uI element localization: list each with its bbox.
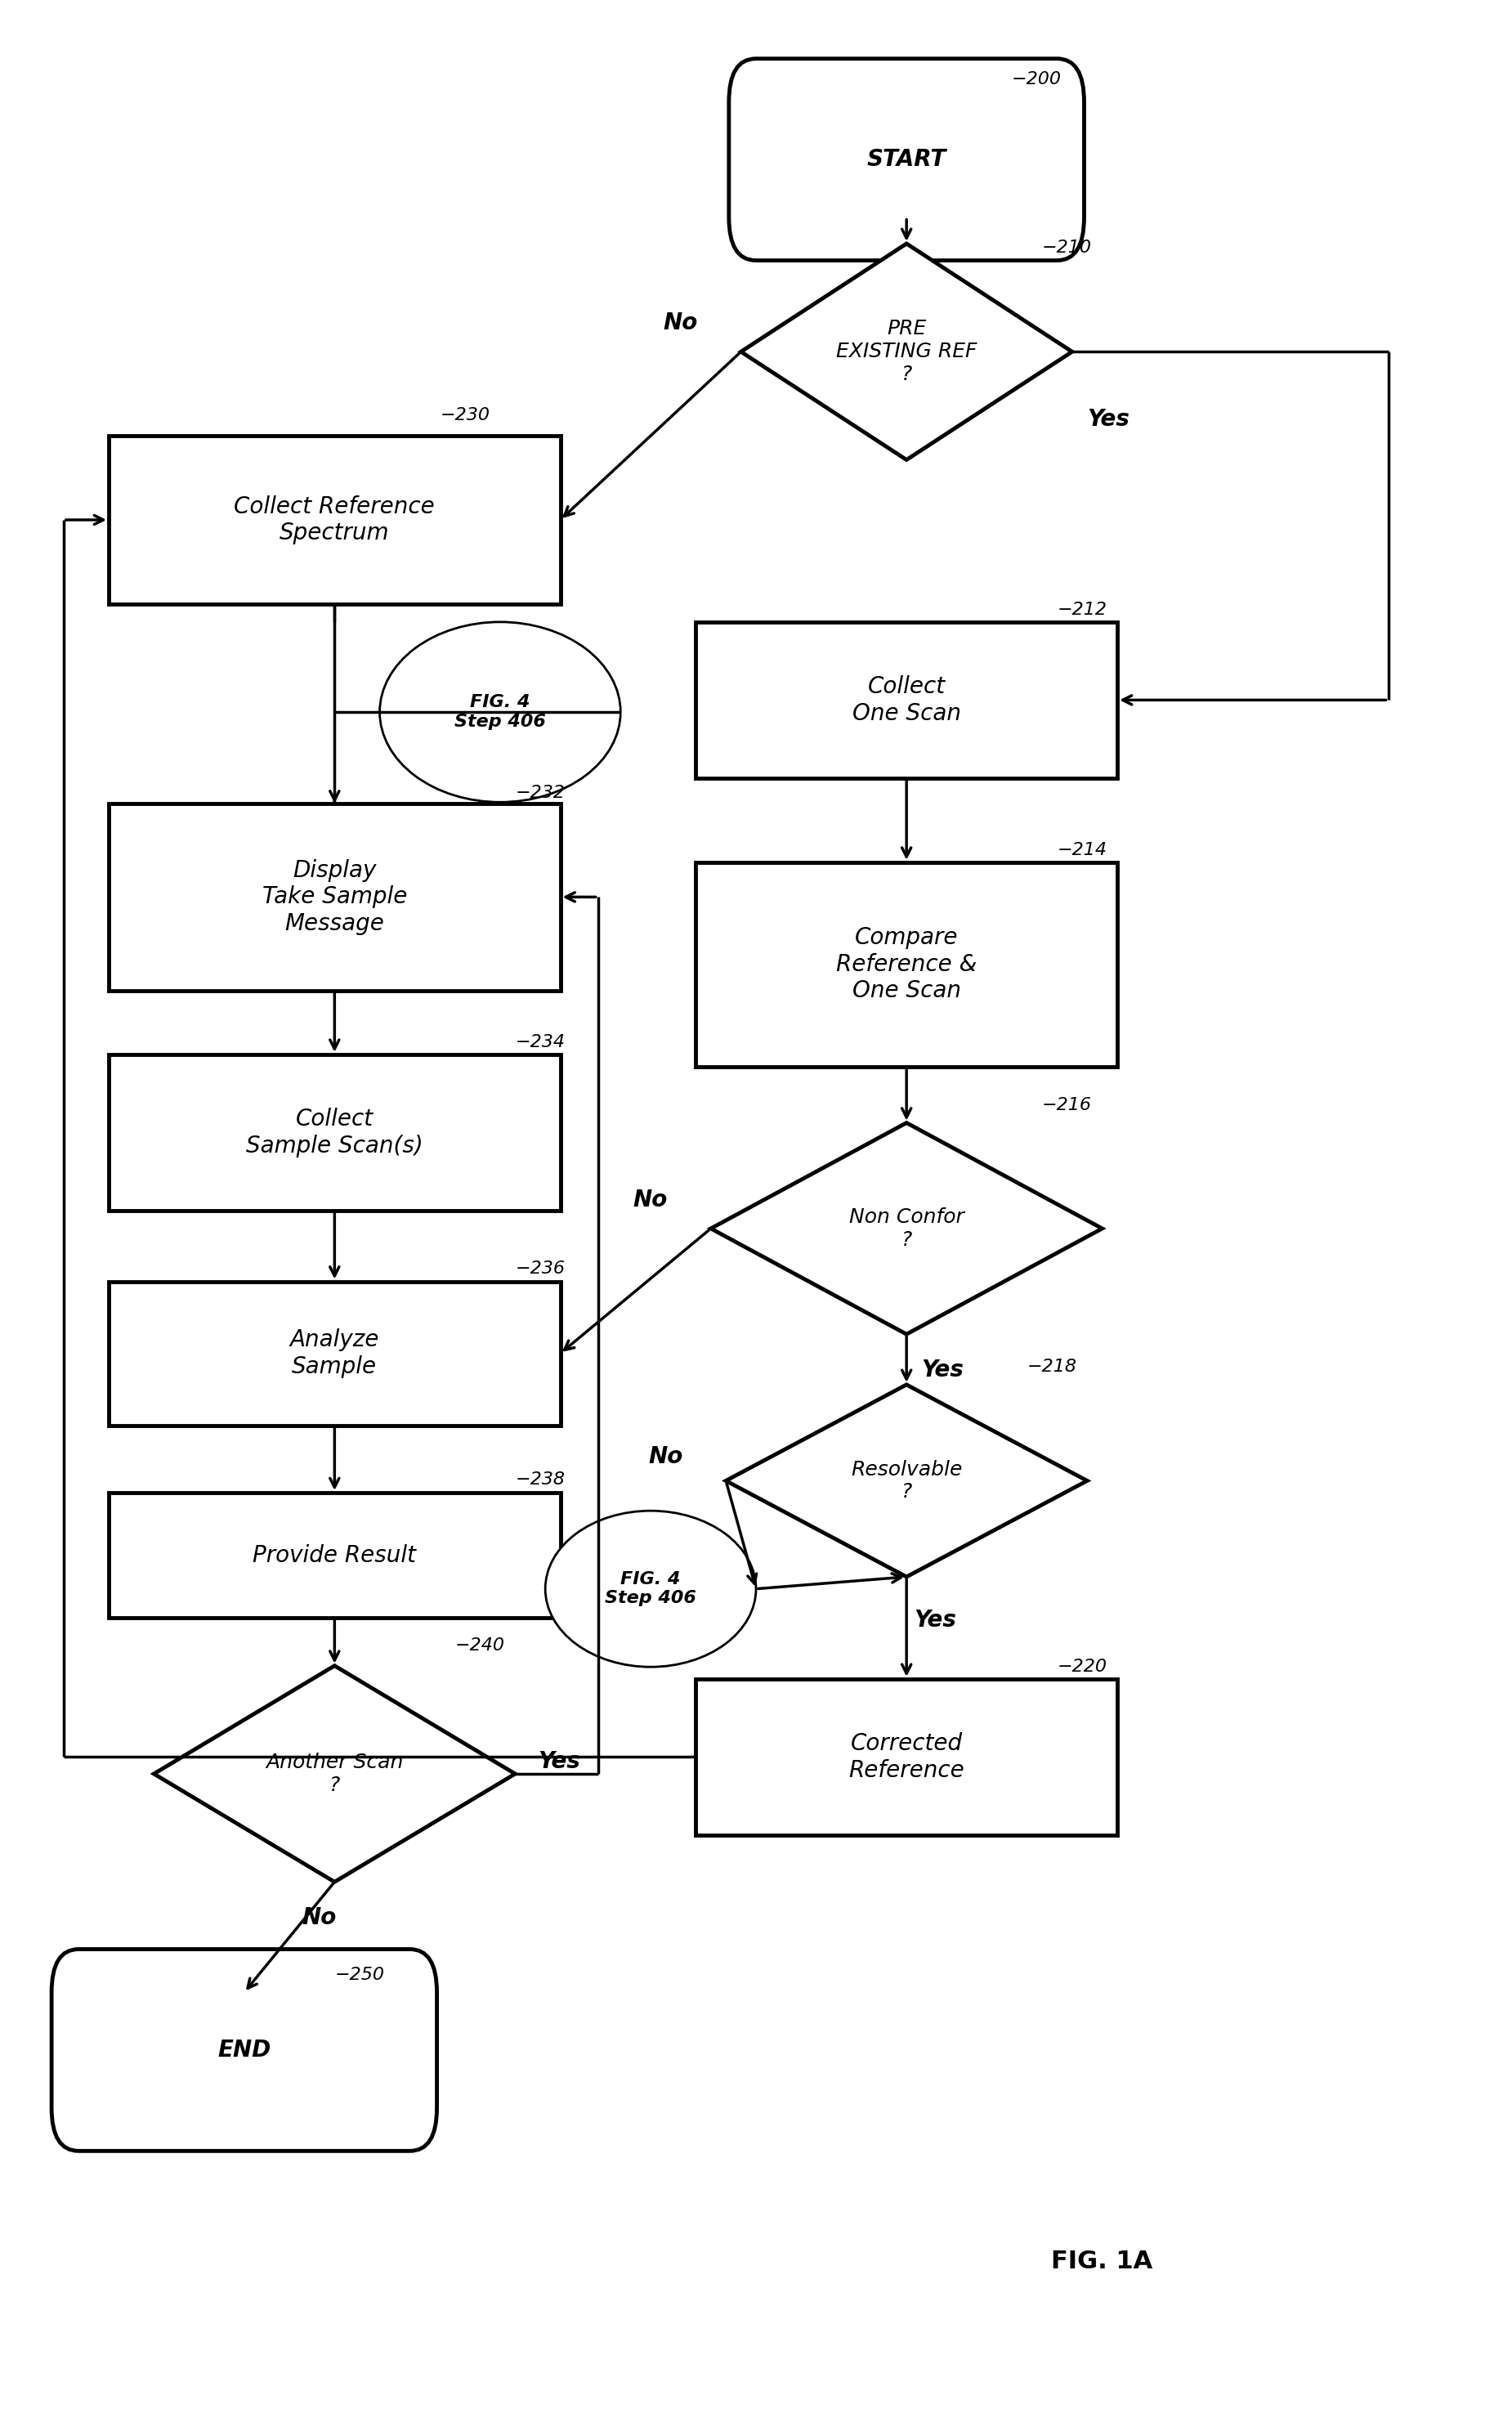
Polygon shape — [741, 243, 1072, 460]
FancyBboxPatch shape — [696, 862, 1117, 1067]
FancyBboxPatch shape — [696, 622, 1117, 778]
Text: Collect Reference
Spectrum: Collect Reference Spectrum — [234, 496, 435, 544]
Text: Yes: Yes — [1087, 407, 1129, 431]
Text: Analyze
Sample: Analyze Sample — [290, 1330, 380, 1378]
Text: FIG. 4
Step 406: FIG. 4 Step 406 — [605, 1571, 697, 1607]
FancyBboxPatch shape — [51, 1949, 437, 2151]
FancyBboxPatch shape — [109, 802, 561, 990]
Text: PRE
EXISTING REF
?: PRE EXISTING REF ? — [836, 318, 977, 385]
Text: Collect
Sample Scan(s): Collect Sample Scan(s) — [246, 1108, 423, 1156]
Ellipse shape — [546, 1510, 756, 1667]
Text: Display
Take Sample
Message: Display Take Sample Message — [262, 860, 407, 935]
Text: −234: −234 — [516, 1033, 565, 1050]
Text: −220: −220 — [1057, 1660, 1107, 1674]
Text: −238: −238 — [516, 1472, 565, 1489]
Text: START: START — [866, 147, 947, 171]
FancyBboxPatch shape — [109, 436, 561, 605]
Text: No: No — [664, 311, 699, 335]
Text: Yes: Yes — [915, 1609, 957, 1631]
Text: −216: −216 — [1042, 1096, 1092, 1113]
Text: Compare
Reference &
One Scan: Compare Reference & One Scan — [836, 927, 977, 1002]
Text: −236: −236 — [516, 1260, 565, 1277]
Text: No: No — [634, 1188, 668, 1212]
FancyBboxPatch shape — [109, 1282, 561, 1426]
Text: No: No — [649, 1445, 683, 1467]
FancyBboxPatch shape — [109, 1494, 561, 1619]
FancyBboxPatch shape — [729, 58, 1084, 260]
Text: Collect
One Scan: Collect One Scan — [853, 675, 960, 725]
Text: Yes: Yes — [538, 1751, 581, 1773]
Text: FIG. 1A: FIG. 1A — [1051, 2250, 1154, 2274]
Text: −230: −230 — [440, 407, 490, 424]
Text: −212: −212 — [1057, 602, 1107, 619]
Text: END: END — [218, 2038, 271, 2062]
Polygon shape — [711, 1123, 1102, 1335]
Text: Corrected
Reference: Corrected Reference — [848, 1732, 965, 1783]
Text: FIG. 4
Step 406: FIG. 4 Step 406 — [455, 694, 546, 730]
Text: −218: −218 — [1027, 1359, 1077, 1376]
FancyBboxPatch shape — [109, 1055, 561, 1209]
Text: Non Confor
?: Non Confor ? — [850, 1207, 965, 1250]
Text: −232: −232 — [516, 785, 565, 800]
Text: Another Scan
?: Another Scan ? — [266, 1754, 404, 1795]
FancyBboxPatch shape — [696, 1679, 1117, 1836]
Text: −214: −214 — [1057, 843, 1107, 858]
Text: −250: −250 — [334, 1966, 384, 1983]
Text: Provide Result: Provide Result — [253, 1544, 416, 1566]
Text: −200: −200 — [1012, 72, 1061, 87]
Polygon shape — [726, 1385, 1087, 1578]
Polygon shape — [154, 1665, 516, 1881]
Text: Resolvable
?: Resolvable ? — [851, 1460, 962, 1501]
Text: −210: −210 — [1042, 238, 1092, 255]
Text: −240: −240 — [455, 1638, 505, 1653]
Text: Yes: Yes — [922, 1359, 965, 1383]
Ellipse shape — [380, 622, 620, 802]
Text: No: No — [302, 1906, 337, 1930]
